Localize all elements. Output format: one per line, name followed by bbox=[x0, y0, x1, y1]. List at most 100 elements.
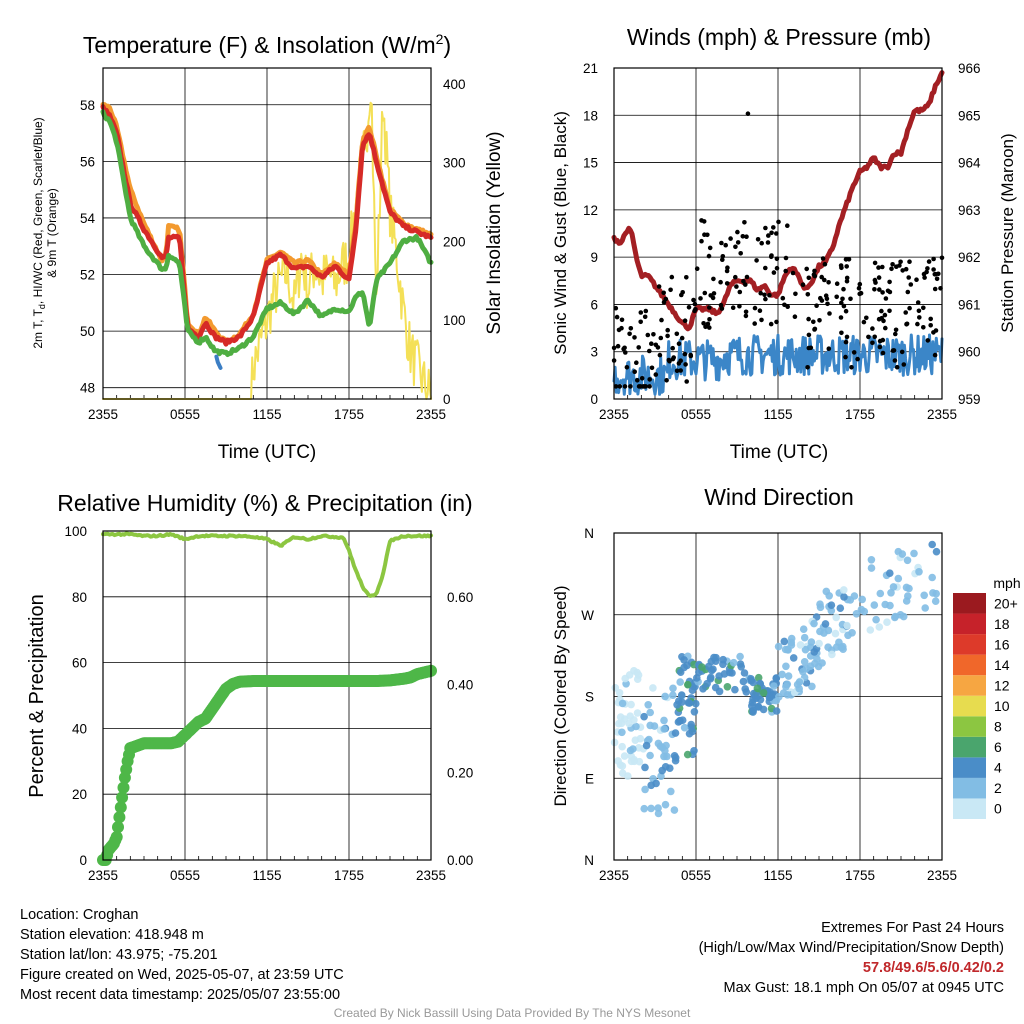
rh-x-tick-label: 1155 bbox=[252, 868, 281, 883]
gust-point bbox=[688, 353, 694, 359]
precipitation-point bbox=[117, 781, 130, 794]
gust-point bbox=[766, 233, 771, 238]
colorbar-label: 16 bbox=[994, 636, 1010, 652]
wind-direction-point bbox=[808, 682, 816, 691]
precipitation-point bbox=[116, 791, 129, 804]
gust-point bbox=[901, 362, 907, 367]
wind-direction-point bbox=[858, 595, 866, 604]
colorbar-swatch bbox=[953, 798, 986, 819]
gust-point bbox=[880, 290, 885, 295]
gust-point bbox=[894, 264, 899, 270]
gust-point bbox=[691, 297, 696, 303]
gust-point bbox=[733, 244, 738, 250]
colorbar-swatch bbox=[953, 634, 986, 655]
gust-point bbox=[693, 307, 698, 312]
colorbar-label: 8 bbox=[994, 719, 1002, 735]
precipitation-point bbox=[114, 801, 127, 814]
wind-direction-point bbox=[795, 684, 803, 693]
gust-point bbox=[932, 352, 938, 358]
gust-point bbox=[647, 348, 652, 354]
gust-point bbox=[771, 225, 776, 230]
wind-direction-point bbox=[810, 619, 818, 628]
extremes-block: Extremes For Past 24 Hours (High/Low/Max… bbox=[699, 918, 1004, 998]
temp-chart-title: Temperature (F) & Insolation (W/m2) bbox=[83, 31, 451, 58]
gust-point bbox=[915, 300, 921, 305]
colorbar-swatch bbox=[953, 716, 986, 737]
wind-direction-point bbox=[728, 669, 736, 677]
wind-direction-point bbox=[818, 659, 826, 667]
gust-point bbox=[906, 275, 911, 280]
wind-direction-point bbox=[618, 699, 627, 708]
gust-point bbox=[827, 311, 832, 316]
wind-chart-title: Winds (mph) & Pressure (mb) bbox=[627, 24, 931, 50]
gust-point bbox=[887, 279, 892, 285]
temp-y-axis-label-line2: & 9m T (Orange) bbox=[45, 188, 59, 278]
gust-point bbox=[744, 274, 750, 280]
wind-direction-point bbox=[618, 762, 627, 770]
gust-point bbox=[664, 378, 669, 383]
wind-x-tick-label: 0555 bbox=[681, 407, 711, 422]
wind-direction-point bbox=[688, 686, 697, 694]
gust-point bbox=[841, 286, 846, 292]
gust-point bbox=[656, 284, 662, 289]
precip-y-tick-label: 0.60 bbox=[447, 590, 473, 605]
gust-point bbox=[623, 350, 628, 355]
wind-direction-point bbox=[719, 655, 727, 664]
gust-point bbox=[826, 346, 832, 352]
insolation-y-tick-label: 400 bbox=[443, 77, 466, 92]
wind-direction-point bbox=[739, 677, 748, 686]
colorbar-label: 14 bbox=[994, 657, 1010, 673]
gust-point bbox=[917, 315, 922, 320]
gust-point bbox=[908, 282, 914, 287]
gust-point bbox=[926, 259, 932, 264]
gust-point bbox=[844, 334, 850, 340]
gust-point bbox=[699, 218, 704, 223]
gust-point bbox=[811, 319, 816, 325]
wind-direction-point bbox=[789, 654, 798, 662]
gust-point bbox=[843, 354, 848, 360]
gust-point bbox=[889, 266, 894, 272]
gust-point bbox=[894, 364, 900, 370]
colorbar-label: 6 bbox=[994, 739, 1002, 755]
wind-direction-point bbox=[800, 633, 809, 642]
dir-x-tick-label: 0555 bbox=[681, 868, 711, 883]
gust-point bbox=[615, 343, 621, 349]
wind-y-axis-label: Sonic Wind & Gust (Blue, Black) bbox=[551, 111, 570, 355]
temp-x-tick-label: 2355 bbox=[416, 407, 446, 422]
wind-direction-point bbox=[902, 597, 911, 605]
dir-y-tick-label: S bbox=[585, 690, 594, 705]
temp-x-tick-label: 0555 bbox=[170, 407, 200, 422]
extremes-values: 57.8/49.6/5.6/0.42/0.2 bbox=[862, 960, 1004, 976]
colorbar-swatch bbox=[953, 654, 986, 676]
wind-direction-point bbox=[774, 642, 783, 651]
gust-point bbox=[647, 377, 652, 382]
dir-y-tick-label: N bbox=[584, 853, 594, 868]
gust-point bbox=[812, 268, 817, 274]
gust-point bbox=[741, 278, 746, 284]
gust-point bbox=[880, 264, 885, 270]
gust-point bbox=[678, 358, 683, 364]
wind-direction-point bbox=[780, 637, 789, 646]
gust-point bbox=[823, 293, 829, 299]
rh-y-tick-label: 20 bbox=[72, 787, 87, 802]
gust-point bbox=[876, 275, 882, 280]
gust-point bbox=[678, 368, 683, 373]
precipitation-point bbox=[113, 811, 126, 824]
wind-direction-point bbox=[632, 722, 640, 731]
wind-direction-point bbox=[850, 592, 859, 600]
gust-point bbox=[914, 277, 919, 283]
pressure-y-tick-label: 962 bbox=[958, 250, 981, 265]
wind-direction-point bbox=[620, 715, 629, 723]
wind-direction-point bbox=[932, 589, 940, 598]
gust-point bbox=[922, 275, 927, 280]
wind-direction-point bbox=[715, 687, 724, 696]
gust-point bbox=[705, 232, 710, 238]
gust-point bbox=[705, 321, 711, 327]
gust-point bbox=[808, 345, 814, 351]
gust-point bbox=[817, 318, 822, 323]
wind-direction-point bbox=[779, 689, 788, 697]
wind-border bbox=[613, 67, 943, 400]
gust-point bbox=[820, 256, 826, 261]
gust-point bbox=[903, 310, 908, 315]
gust-point bbox=[806, 275, 812, 281]
